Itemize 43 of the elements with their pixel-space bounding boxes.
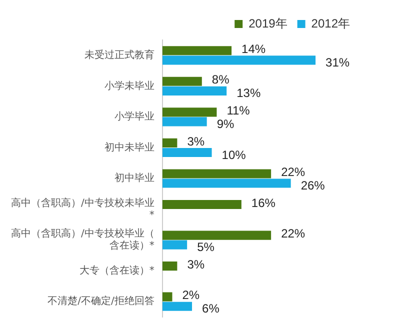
bar bbox=[162, 240, 188, 250]
data-label: 13% bbox=[236, 86, 261, 100]
data-label: 22% bbox=[281, 165, 306, 180]
bar bbox=[162, 200, 242, 210]
y-tick-label: 小学未毕业 bbox=[104, 80, 154, 92]
data-label: 14% bbox=[242, 42, 266, 56]
y-tick-label: 大专（含在读）* bbox=[79, 264, 154, 276]
data-label: 3% bbox=[187, 257, 205, 272]
bar bbox=[162, 169, 272, 178]
y-tick-label: 初中未毕业 bbox=[104, 141, 154, 154]
bar bbox=[162, 108, 217, 117]
data-label: 22% bbox=[281, 226, 306, 241]
data-label: 3% bbox=[187, 134, 205, 148]
bar bbox=[162, 262, 178, 271]
bar bbox=[162, 117, 207, 126]
data-label: 31% bbox=[326, 55, 350, 70]
y-tick-label: 未受过正式教育 bbox=[84, 48, 154, 61]
bar bbox=[162, 292, 172, 302]
bar bbox=[162, 148, 212, 158]
bar bbox=[162, 230, 272, 240]
data-label: 16% bbox=[251, 196, 276, 210]
y-tick-label: 不清楚/不确定/拒绝回答 bbox=[48, 295, 154, 308]
data-label: 2% bbox=[182, 288, 200, 302]
data-label: 10% bbox=[222, 148, 246, 162]
data-label: 6% bbox=[202, 302, 220, 316]
bar bbox=[162, 76, 202, 86]
bar bbox=[162, 86, 227, 96]
data-label: 9% bbox=[216, 117, 235, 132]
data-label: 11% bbox=[226, 103, 250, 118]
bar bbox=[162, 138, 178, 148]
data-label: 26% bbox=[300, 178, 326, 193]
bar bbox=[162, 46, 232, 56]
bar bbox=[162, 56, 316, 65]
bar bbox=[162, 178, 291, 188]
y-tick-label: 小学毕业 bbox=[114, 110, 154, 123]
y-tick-label: 初中毕业 bbox=[114, 172, 154, 184]
data-label: 5% bbox=[197, 240, 215, 254]
legend-label: 2012年 bbox=[311, 16, 350, 30]
bar bbox=[162, 302, 192, 311]
legend-label: 2019年 bbox=[248, 16, 288, 30]
data-label: 8% bbox=[212, 72, 230, 87]
y-tick-label: 高中（含职高）/中专技校毕业（含在读）* bbox=[10, 228, 154, 252]
y-tick-label: 高中（含职高）/中专技校未毕业* bbox=[10, 196, 154, 221]
